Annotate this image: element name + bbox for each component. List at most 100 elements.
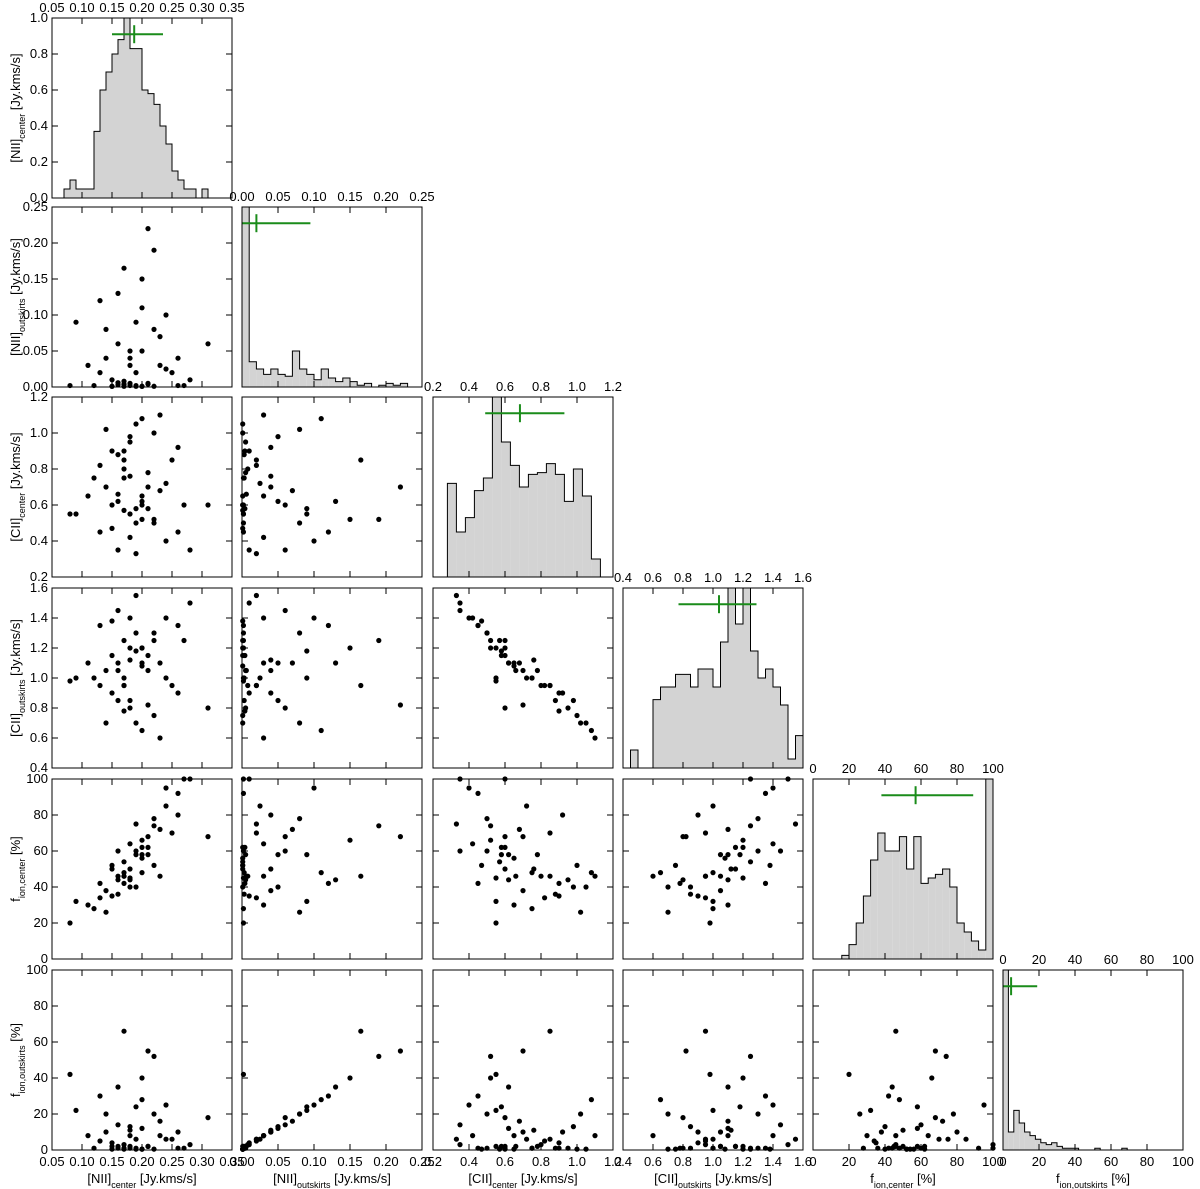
- point: [73, 319, 79, 325]
- point: [755, 816, 761, 822]
- point: [762, 790, 769, 797]
- label-main: f: [8, 1093, 23, 1097]
- point: [740, 837, 746, 843]
- hist-bar: [537, 472, 547, 577]
- point: [157, 1133, 163, 1139]
- point: [707, 920, 713, 926]
- x-tick-label: 0.10: [301, 189, 326, 204]
- point: [268, 657, 274, 663]
- point: [914, 1104, 921, 1110]
- y-tick-label: 1.2: [30, 640, 48, 655]
- point: [253, 551, 259, 557]
- point: [710, 1136, 716, 1142]
- point: [529, 675, 535, 681]
- point: [175, 622, 181, 629]
- point: [103, 888, 109, 894]
- x-tick-label: 1.2: [604, 379, 622, 394]
- point: [767, 1146, 773, 1152]
- point: [702, 1142, 709, 1148]
- point: [151, 326, 157, 332]
- point: [127, 439, 133, 445]
- point: [97, 298, 103, 304]
- x-tick-label: 0.25: [159, 1154, 184, 1169]
- x-tick-label: 0.15: [99, 0, 124, 15]
- point: [311, 538, 317, 544]
- point: [121, 1028, 127, 1034]
- label-unit: [Jy.kms/s]: [8, 53, 23, 113]
- hist-bar: [328, 378, 336, 387]
- x-tick-label: 0.2: [424, 1154, 442, 1169]
- point: [560, 690, 566, 696]
- point: [511, 855, 517, 861]
- point: [493, 1107, 499, 1113]
- point: [333, 1084, 339, 1090]
- point: [304, 506, 310, 512]
- hist-bar: [773, 687, 781, 768]
- point: [127, 657, 133, 663]
- hist-bar: [278, 374, 286, 387]
- label-unit: [%]: [1108, 1171, 1130, 1186]
- y-tick-label: 1.4: [30, 610, 48, 625]
- panel-frame: [812, 969, 994, 1151]
- point: [297, 909, 303, 915]
- point: [900, 1127, 906, 1133]
- point: [275, 660, 281, 666]
- hist-bar: [750, 651, 758, 768]
- hist-bar: [630, 750, 638, 768]
- x-tick-label: 0.15: [337, 1154, 362, 1169]
- x-tick-label: 0.15: [337, 189, 362, 204]
- x-tick-label: 0.25: [409, 189, 434, 204]
- point: [677, 880, 683, 887]
- point: [702, 895, 709, 901]
- point: [502, 834, 508, 840]
- point: [240, 844, 246, 851]
- label-main: [NII]: [87, 1171, 111, 1186]
- x-tick-label: 0.8: [532, 1154, 550, 1169]
- point: [513, 873, 519, 879]
- hist-bar: [70, 180, 76, 198]
- point: [578, 720, 584, 726]
- point: [932, 1115, 939, 1121]
- point: [127, 1127, 133, 1133]
- hist-bar: [795, 735, 803, 768]
- point: [710, 870, 716, 876]
- hist-bar: [270, 369, 278, 387]
- point: [520, 667, 526, 674]
- point: [121, 708, 127, 714]
- point: [115, 697, 121, 704]
- point: [181, 502, 187, 508]
- x-tick-label: 1.0: [704, 1154, 722, 1169]
- point: [347, 1075, 353, 1081]
- point: [397, 484, 403, 490]
- point: [275, 884, 281, 890]
- point: [109, 862, 115, 869]
- point: [740, 875, 746, 881]
- point: [318, 870, 324, 876]
- point: [297, 426, 303, 432]
- x-tick-label: 0.30: [189, 0, 214, 15]
- point: [133, 720, 139, 726]
- point: [547, 682, 553, 689]
- hist-bar: [935, 874, 943, 959]
- hist-bar: [386, 383, 394, 387]
- point: [73, 675, 79, 681]
- point: [497, 637, 503, 644]
- point: [710, 906, 716, 912]
- point: [169, 1136, 175, 1142]
- hist-outline: [630, 587, 804, 769]
- x-tick-label: 0.00: [229, 1154, 254, 1169]
- point: [115, 1084, 121, 1090]
- point: [531, 866, 537, 872]
- hist-bar: [978, 950, 986, 959]
- hist-bar: [849, 944, 857, 959]
- point: [475, 622, 481, 629]
- label-unit: [Jy.kms/s]: [8, 432, 23, 492]
- point: [506, 852, 512, 858]
- label-main: [CII]: [654, 1171, 678, 1186]
- point: [139, 348, 145, 354]
- point: [767, 862, 773, 869]
- point: [556, 690, 562, 696]
- point: [534, 667, 541, 674]
- point: [275, 1124, 281, 1130]
- hist-bar: [892, 851, 900, 959]
